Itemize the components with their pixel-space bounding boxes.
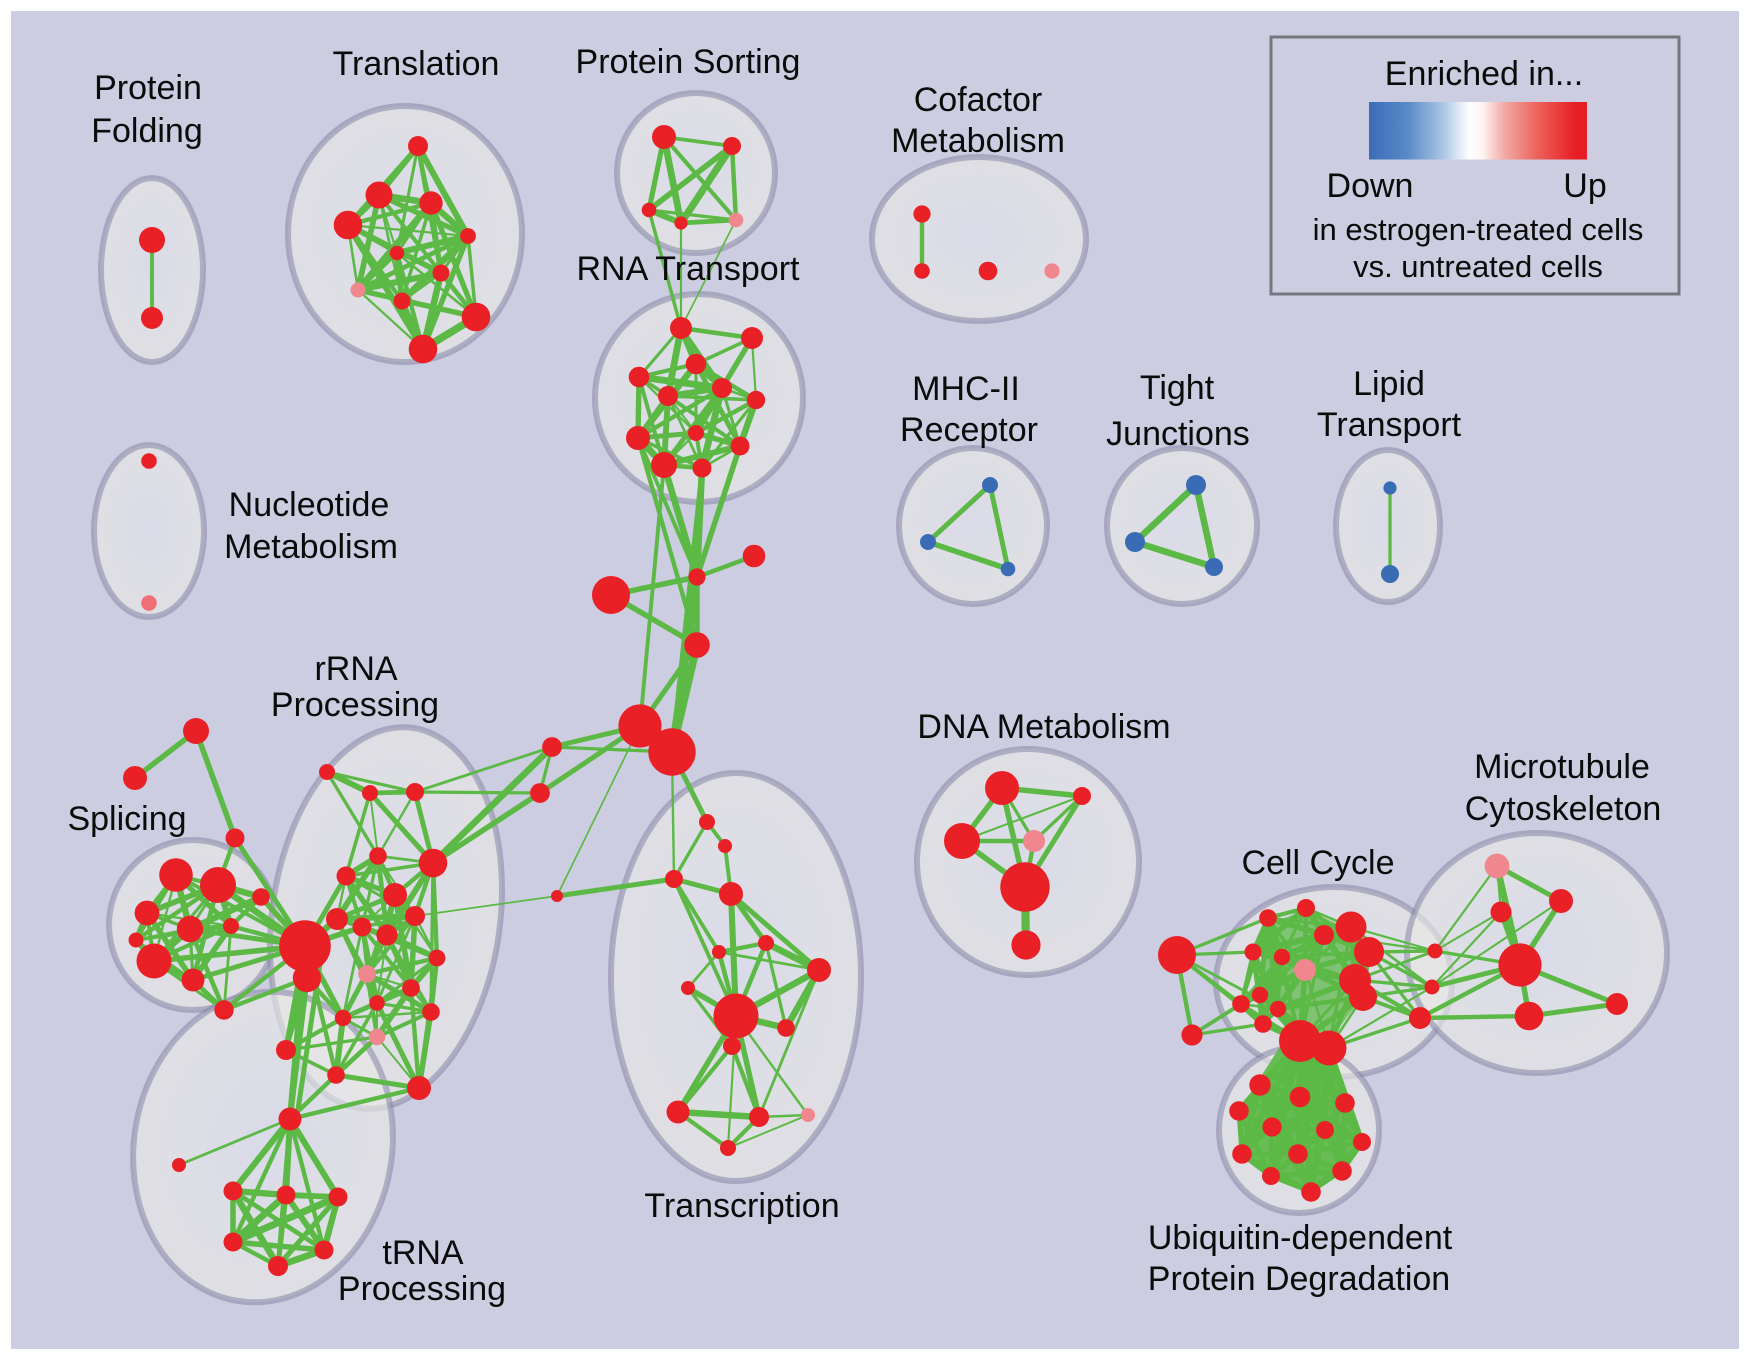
svg-text:Metabolism: Metabolism [224,528,398,566]
svg-text:MHC-II: MHC-II [912,370,1020,408]
svg-text:in estrogen-treated cells: in estrogen-treated cells [1313,212,1644,247]
svg-text:vs. untreated cells: vs. untreated cells [1353,249,1603,284]
svg-text:Protein Degradation: Protein Degradation [1148,1260,1450,1298]
svg-text:Cofactor: Cofactor [914,81,1043,119]
svg-text:Metabolism: Metabolism [891,122,1065,160]
svg-text:Junctions: Junctions [1106,415,1250,453]
svg-text:Enriched in...: Enriched in... [1385,55,1583,93]
svg-text:Ubiquitin-dependent: Ubiquitin-dependent [1148,1219,1453,1257]
svg-text:Processing: Processing [338,1270,506,1308]
svg-text:Nucleotide: Nucleotide [229,486,390,524]
svg-text:Microtubule: Microtubule [1474,748,1650,786]
svg-text:Protein: Protein [94,69,202,107]
svg-text:Translation: Translation [333,45,500,83]
svg-text:Tight: Tight [1140,369,1215,407]
svg-text:Cytoskeleton: Cytoskeleton [1465,790,1662,828]
svg-text:rRNA: rRNA [314,650,397,688]
svg-text:RNA Transport: RNA Transport [577,250,801,288]
svg-text:Up: Up [1563,167,1606,205]
svg-text:Folding: Folding [91,112,203,150]
svg-text:DNA Metabolism: DNA Metabolism [917,708,1170,746]
svg-text:Processing: Processing [271,686,439,724]
svg-text:Cell Cycle: Cell Cycle [1241,844,1394,882]
svg-text:Lipid: Lipid [1353,365,1425,403]
svg-text:Down: Down [1327,167,1414,205]
svg-text:Transport: Transport [1317,406,1462,444]
svg-text:Receptor: Receptor [900,411,1038,449]
svg-text:Protein Sorting: Protein Sorting [576,43,801,81]
svg-text:Transcription: Transcription [644,1187,839,1225]
svg-text:Splicing: Splicing [67,800,186,838]
svg-text:tRNA: tRNA [382,1234,464,1272]
